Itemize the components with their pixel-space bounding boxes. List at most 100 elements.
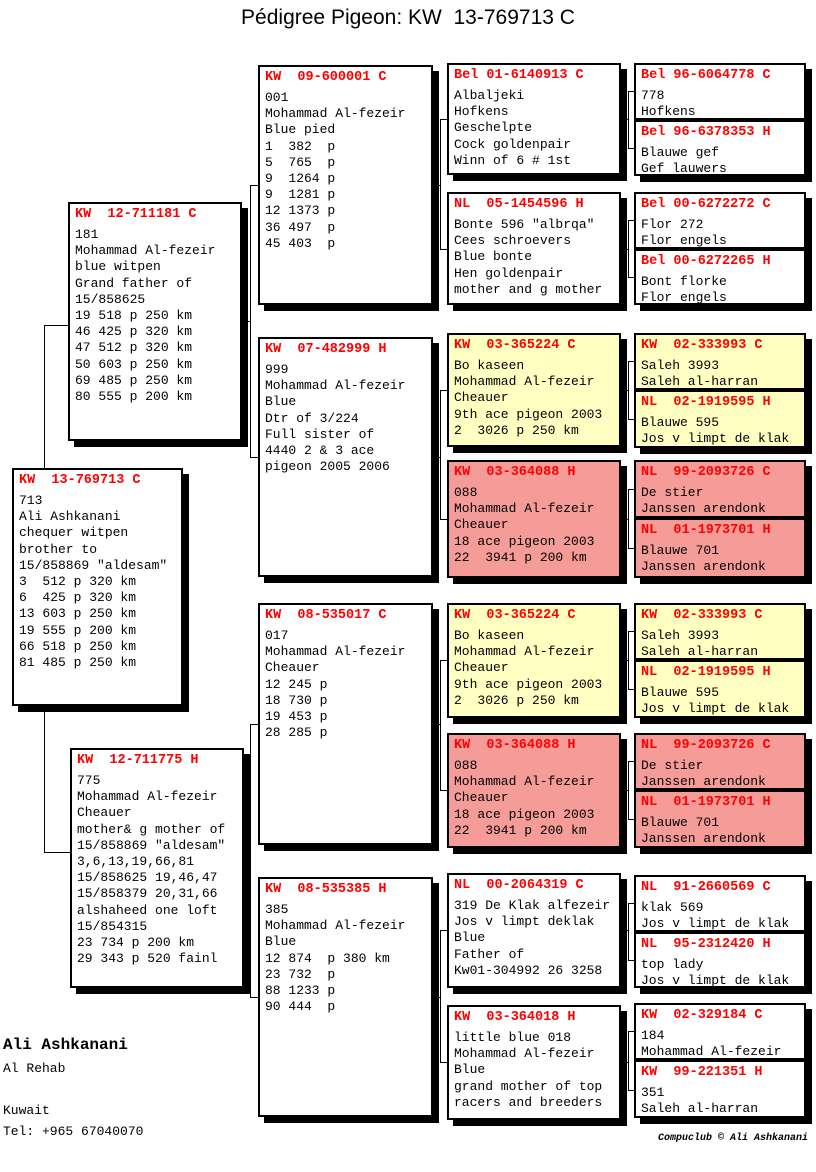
pigeon-details: top lady Jos v limpt de klak <box>641 957 790 988</box>
connector-line <box>628 631 634 632</box>
connector-line <box>628 1090 634 1091</box>
gen5-box-7: NL 99-2093726 C De stier Janssen arendon… <box>634 460 806 518</box>
gen5-box-15: KW 02-329184 C 184 Mohammad Al-fezeir <box>634 1003 806 1060</box>
ring-number: KW 02-333993 C <box>641 608 763 623</box>
ring-number: KW 99-221351 H <box>641 1065 763 1080</box>
pigeon-details: Albaljeki Hofkens Geschelpte Cock golden… <box>454 88 572 168</box>
ring-number: KW 13-769713 C <box>19 473 141 488</box>
ring-number: NL 99-2093726 C <box>641 465 771 480</box>
pigeon-details: 999 Mohammad Al-fezeir Blue Dtr of 3/224… <box>265 362 406 475</box>
gen5-box-16: KW 99-221351 H 351 Saleh al-harran <box>634 1060 806 1118</box>
pigeon-details: De stier Janssen arendonk <box>641 485 766 517</box>
connector-line <box>440 390 441 519</box>
gen4-box-2: NL 05-1454596 H Bonte 596 "albrqa" Cees … <box>447 192 621 305</box>
connector-line <box>440 249 447 250</box>
pigeon-details: De stier Janssen arendonk <box>641 758 766 790</box>
ring-number: KW 03-364088 H <box>454 465 576 480</box>
connector-line <box>433 185 440 186</box>
ring-number: KW 02-333993 C <box>641 338 763 353</box>
gen3-box-4: KW 08-535385 H 385 Mohammad Al-fezeir Bl… <box>258 877 433 1117</box>
connector-line <box>440 519 447 520</box>
pigeon-details: 184 Mohammad Al-fezeir <box>641 1028 782 1060</box>
connector-line <box>621 660 628 661</box>
connector-line <box>628 631 629 689</box>
gen4-box-6: KW 03-364088 H 088 Mohammad Al-fezeir Ch… <box>447 733 621 848</box>
mother-box: KW 12-711775 H 775 Mohammad Al-fezeir Ch… <box>70 748 244 988</box>
gen5-box-13: NL 91-2660569 C klak 569 Jos v limpt de … <box>634 875 806 932</box>
connector-line <box>628 1031 634 1032</box>
connector-line <box>628 819 634 820</box>
connector-line <box>44 325 45 469</box>
gen5-box-9: KW 02-333993 C Saleh 3993 Saleh al-harra… <box>634 603 806 660</box>
ring-number: KW 09-600001 C <box>265 70 387 85</box>
connector-line <box>628 148 634 149</box>
connector-line <box>440 660 447 661</box>
connector-line <box>628 220 634 221</box>
gen5-box-14: NL 95-2312420 H top lady Jos v limpt de … <box>634 932 806 988</box>
connector-line <box>621 930 628 931</box>
ring-number: KW 08-535017 C <box>265 608 387 623</box>
pigeon-details: 775 Mohammad Al-fezeir Cheauer mother& g… <box>77 773 226 967</box>
gen4-box-5: KW 03-365224 C Bo kaseen Mohammad Al-fez… <box>447 603 621 718</box>
gen4-box-7: NL 00-2064319 C 319 De Klak alfezeir Jos… <box>447 873 621 988</box>
owner-name: Ali Ashkanani <box>3 1036 128 1054</box>
connector-line <box>440 119 447 120</box>
connector-line <box>628 903 634 904</box>
connector-line <box>433 724 440 725</box>
ring-number: KW 02-329184 C <box>641 1008 763 1023</box>
connector-line <box>621 1062 628 1063</box>
pigeon-details: 017 Mohammad Al-fezeir Cheauer 12 245 p … <box>265 628 406 741</box>
connector-line <box>621 519 628 520</box>
connector-line <box>44 852 71 853</box>
connector-line <box>440 930 441 1062</box>
connector-line <box>628 489 629 548</box>
owner-address: Al Rehab Kuwait Tel: +965 67040070 <box>3 1061 144 1139</box>
ring-number: KW 12-711775 H <box>77 753 199 768</box>
gen5-box-2: Bel 96-6378353 H Blauwe gef Gef lauwers <box>634 120 806 176</box>
pigeon-details: Flor 272 Flor engels <box>641 217 727 249</box>
connector-line <box>44 709 45 852</box>
father-box: KW 12-711181 C 181 Mohammad Al-fezeir bl… <box>68 202 242 441</box>
connector-line <box>628 277 634 278</box>
ring-number: NL 95-2312420 H <box>641 937 771 952</box>
connector-line <box>440 790 447 791</box>
connector-line <box>628 689 634 690</box>
connector-line <box>250 185 251 457</box>
connector-line <box>433 457 440 458</box>
connector-line <box>250 457 258 458</box>
subject-box: KW 13-769713 C 713 Ali Ashkanani chequer… <box>12 468 183 706</box>
pigeon-details: 319 De Klak alfezeir Jos v limpt deklak … <box>454 898 611 978</box>
gen5-box-1: Bel 96-6064778 C 778 Hofkens <box>634 63 806 120</box>
ring-number: Bel 01-6140913 C <box>454 68 584 83</box>
gen5-box-6: NL 02-1919595 H Blauwe 595 Jos v limpt d… <box>634 390 806 448</box>
ring-number: KW 07-482999 H <box>265 342 387 357</box>
ring-number: Bel 00-6272272 C <box>641 197 771 212</box>
ring-number: NL 02-1919595 H <box>641 395 771 410</box>
ring-number: KW 03-364018 H <box>454 1010 576 1025</box>
credit-line: Compuclub © Ali Ashkanani <box>657 1133 808 1144</box>
pigeon-details: 088 Mohammad Al-fezeir Cheauer 18 ace pi… <box>454 758 595 838</box>
connector-line <box>628 91 634 92</box>
ring-number: NL 91-2660569 C <box>641 880 771 895</box>
ring-number: NL 00-2064319 C <box>454 878 584 893</box>
connector-line <box>628 548 634 549</box>
ring-number: KW 03-365224 C <box>454 338 576 353</box>
gen5-box-10: NL 02-1919595 H Blauwe 595 Jos v limpt d… <box>634 660 806 718</box>
connector-line <box>628 220 629 277</box>
pigeon-details: 001 Mohammad Al-fezeir Blue pied 1 382 p… <box>265 90 406 251</box>
ring-number: NL 99-2093726 C <box>641 738 771 753</box>
pigeon-details: 351 Saleh al-harran <box>641 1085 759 1117</box>
gen3-box-1: KW 09-600001 C 001 Mohammad Al-fezeir Bl… <box>258 65 433 305</box>
connector-line <box>628 361 629 419</box>
pigeon-details: Saleh 3993 Saleh al-harran <box>641 358 759 390</box>
gen5-box-11: NL 99-2093726 C De stier Janssen arendon… <box>634 733 806 790</box>
gen3-box-3: KW 08-535017 C 017 Mohammad Al-fezeir Ch… <box>258 603 433 845</box>
ring-number: NL 02-1919595 H <box>641 665 771 680</box>
gen5-box-5: KW 02-333993 C Saleh 3993 Saleh al-harra… <box>634 333 806 390</box>
pigeon-details: Bont florke Flor engels <box>641 274 727 305</box>
connector-line <box>250 724 258 725</box>
ring-number: KW 03-364088 H <box>454 738 576 753</box>
pigeon-details: little blue 018 Mohammad Al-fezeir Blue … <box>454 1030 603 1110</box>
pigeon-details: Blauwe 595 Jos v limpt de klak <box>641 685 790 717</box>
